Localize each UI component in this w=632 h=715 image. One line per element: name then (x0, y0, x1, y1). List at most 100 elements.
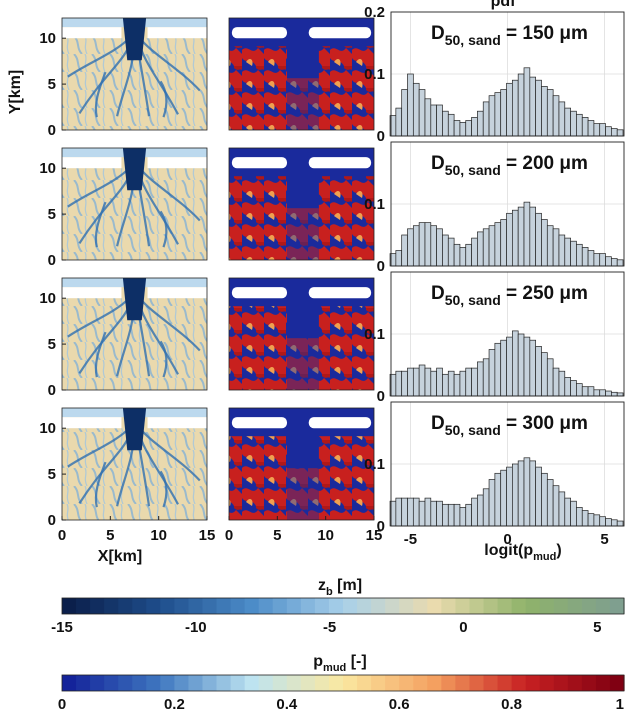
hist-bar (616, 520, 624, 527)
hist-bar (605, 126, 612, 137)
bed-elevation-map (61, 277, 208, 391)
annot-sub: 50, sand (445, 32, 501, 48)
map-y-tick-label: 5 (48, 466, 56, 483)
map-y-tick-label: 5 (48, 206, 56, 223)
hist-bar (395, 497, 403, 527)
hist-y-tick-label: 0 (377, 128, 385, 145)
colorbar-segment (469, 598, 485, 614)
hist-bar (546, 479, 554, 527)
colorbar-segment (455, 598, 471, 614)
mud-patches-left (229, 46, 287, 131)
annot-rest: = 150 μm (501, 23, 588, 44)
hist-bar (477, 110, 484, 137)
colorbar-segment (553, 598, 569, 614)
channel (94, 331, 107, 378)
hist-bar (546, 89, 554, 137)
panel-annotation: D50, sand = 250 μm (431, 283, 588, 308)
hist-y-tick-label: 0 (377, 258, 385, 275)
bed-elevation-map (61, 17, 208, 131)
barrier-right (308, 417, 372, 429)
hist-bar (512, 79, 519, 137)
colorbar-segment (118, 675, 133, 691)
mud-fraction-map (228, 17, 375, 131)
colorbar-segment (174, 675, 190, 691)
colorbar-segment (553, 675, 569, 691)
colorbar-segment (497, 598, 513, 614)
colorbar-segment (104, 598, 119, 614)
hist-bar (541, 352, 548, 397)
map-y-tick-label: 10 (39, 30, 56, 47)
colorbar-segment (525, 598, 541, 614)
hist-bar (587, 386, 595, 397)
colorbar-segment (314, 598, 330, 614)
hist-bar (599, 516, 606, 527)
hist-frame (390, 11, 625, 137)
hist-bar (512, 209, 519, 267)
mud-patches-right (318, 436, 374, 520)
colorbar: zb [m] -15 -10 -5 0 5 (51, 577, 625, 636)
colorbar-segment (230, 598, 246, 614)
colorbar-segment (146, 675, 161, 691)
hist-bar (587, 120, 595, 137)
hist-bar (564, 377, 571, 397)
hist-bar (535, 346, 542, 397)
hist-bar (599, 253, 606, 267)
hist-bar (581, 386, 589, 397)
hist-bar (546, 358, 554, 397)
histogram: 0 0.1 D50, sand = 200 μm (364, 141, 625, 275)
hist-bar (477, 361, 484, 397)
hist-y-tick-label: 0.1 (364, 456, 385, 473)
colorbar-segment (188, 598, 204, 614)
hist-bar (418, 500, 426, 527)
hist-bar (453, 503, 461, 527)
hist-bar (471, 497, 478, 527)
annot-main: D (431, 413, 445, 434)
colorbar-tick-label: 1 (616, 696, 624, 713)
hist-bar (523, 457, 531, 527)
hist-bar (453, 243, 461, 267)
annot-rest: = 300 μm (501, 413, 588, 434)
hist-bar (517, 333, 525, 397)
hist-bar (605, 518, 612, 527)
barrier-left (231, 287, 287, 299)
hist-bar (494, 472, 502, 527)
channel (94, 71, 107, 118)
hist-bar (436, 367, 443, 397)
panel-annotation: D50, sand = 200 μm (431, 153, 588, 178)
hist-bar (395, 370, 403, 397)
mud-patches-center (287, 338, 319, 390)
colorbar-segment (62, 598, 77, 614)
colorbar-segment (62, 675, 77, 691)
hist-bar (611, 128, 618, 137)
hist-bar (605, 256, 612, 267)
x-axis-label: X[km] (98, 548, 142, 565)
colorbar-segment (258, 598, 274, 614)
hist-bar (517, 460, 525, 527)
hist-bar (552, 367, 560, 397)
hist-bar (587, 250, 595, 267)
hist-bar (576, 507, 583, 527)
hist-bar (442, 503, 449, 527)
colorbar-segment (272, 675, 288, 691)
colorbar-segment (90, 598, 105, 614)
colorbar-segment (581, 598, 597, 614)
barrier-left (231, 27, 287, 39)
colorbar-segment (343, 598, 358, 614)
barrier-left (231, 157, 287, 169)
colorbar-segment (413, 598, 428, 614)
mud-patches-left (229, 176, 287, 260)
hist-bar (506, 466, 513, 527)
map-frame (61, 147, 208, 261)
hist-bar (471, 367, 478, 397)
colorbar-segment (581, 675, 597, 691)
channel (94, 461, 107, 508)
colorbar-segment (76, 675, 91, 691)
annot-sub: 50, sand (445, 422, 501, 438)
hist-bar (395, 250, 403, 267)
colorbar-segment (272, 598, 288, 614)
hist-y-tick-label: 0.1 (364, 66, 385, 83)
hist-bar (459, 370, 467, 397)
hist-bar (523, 336, 531, 397)
hist-bar (401, 234, 408, 267)
